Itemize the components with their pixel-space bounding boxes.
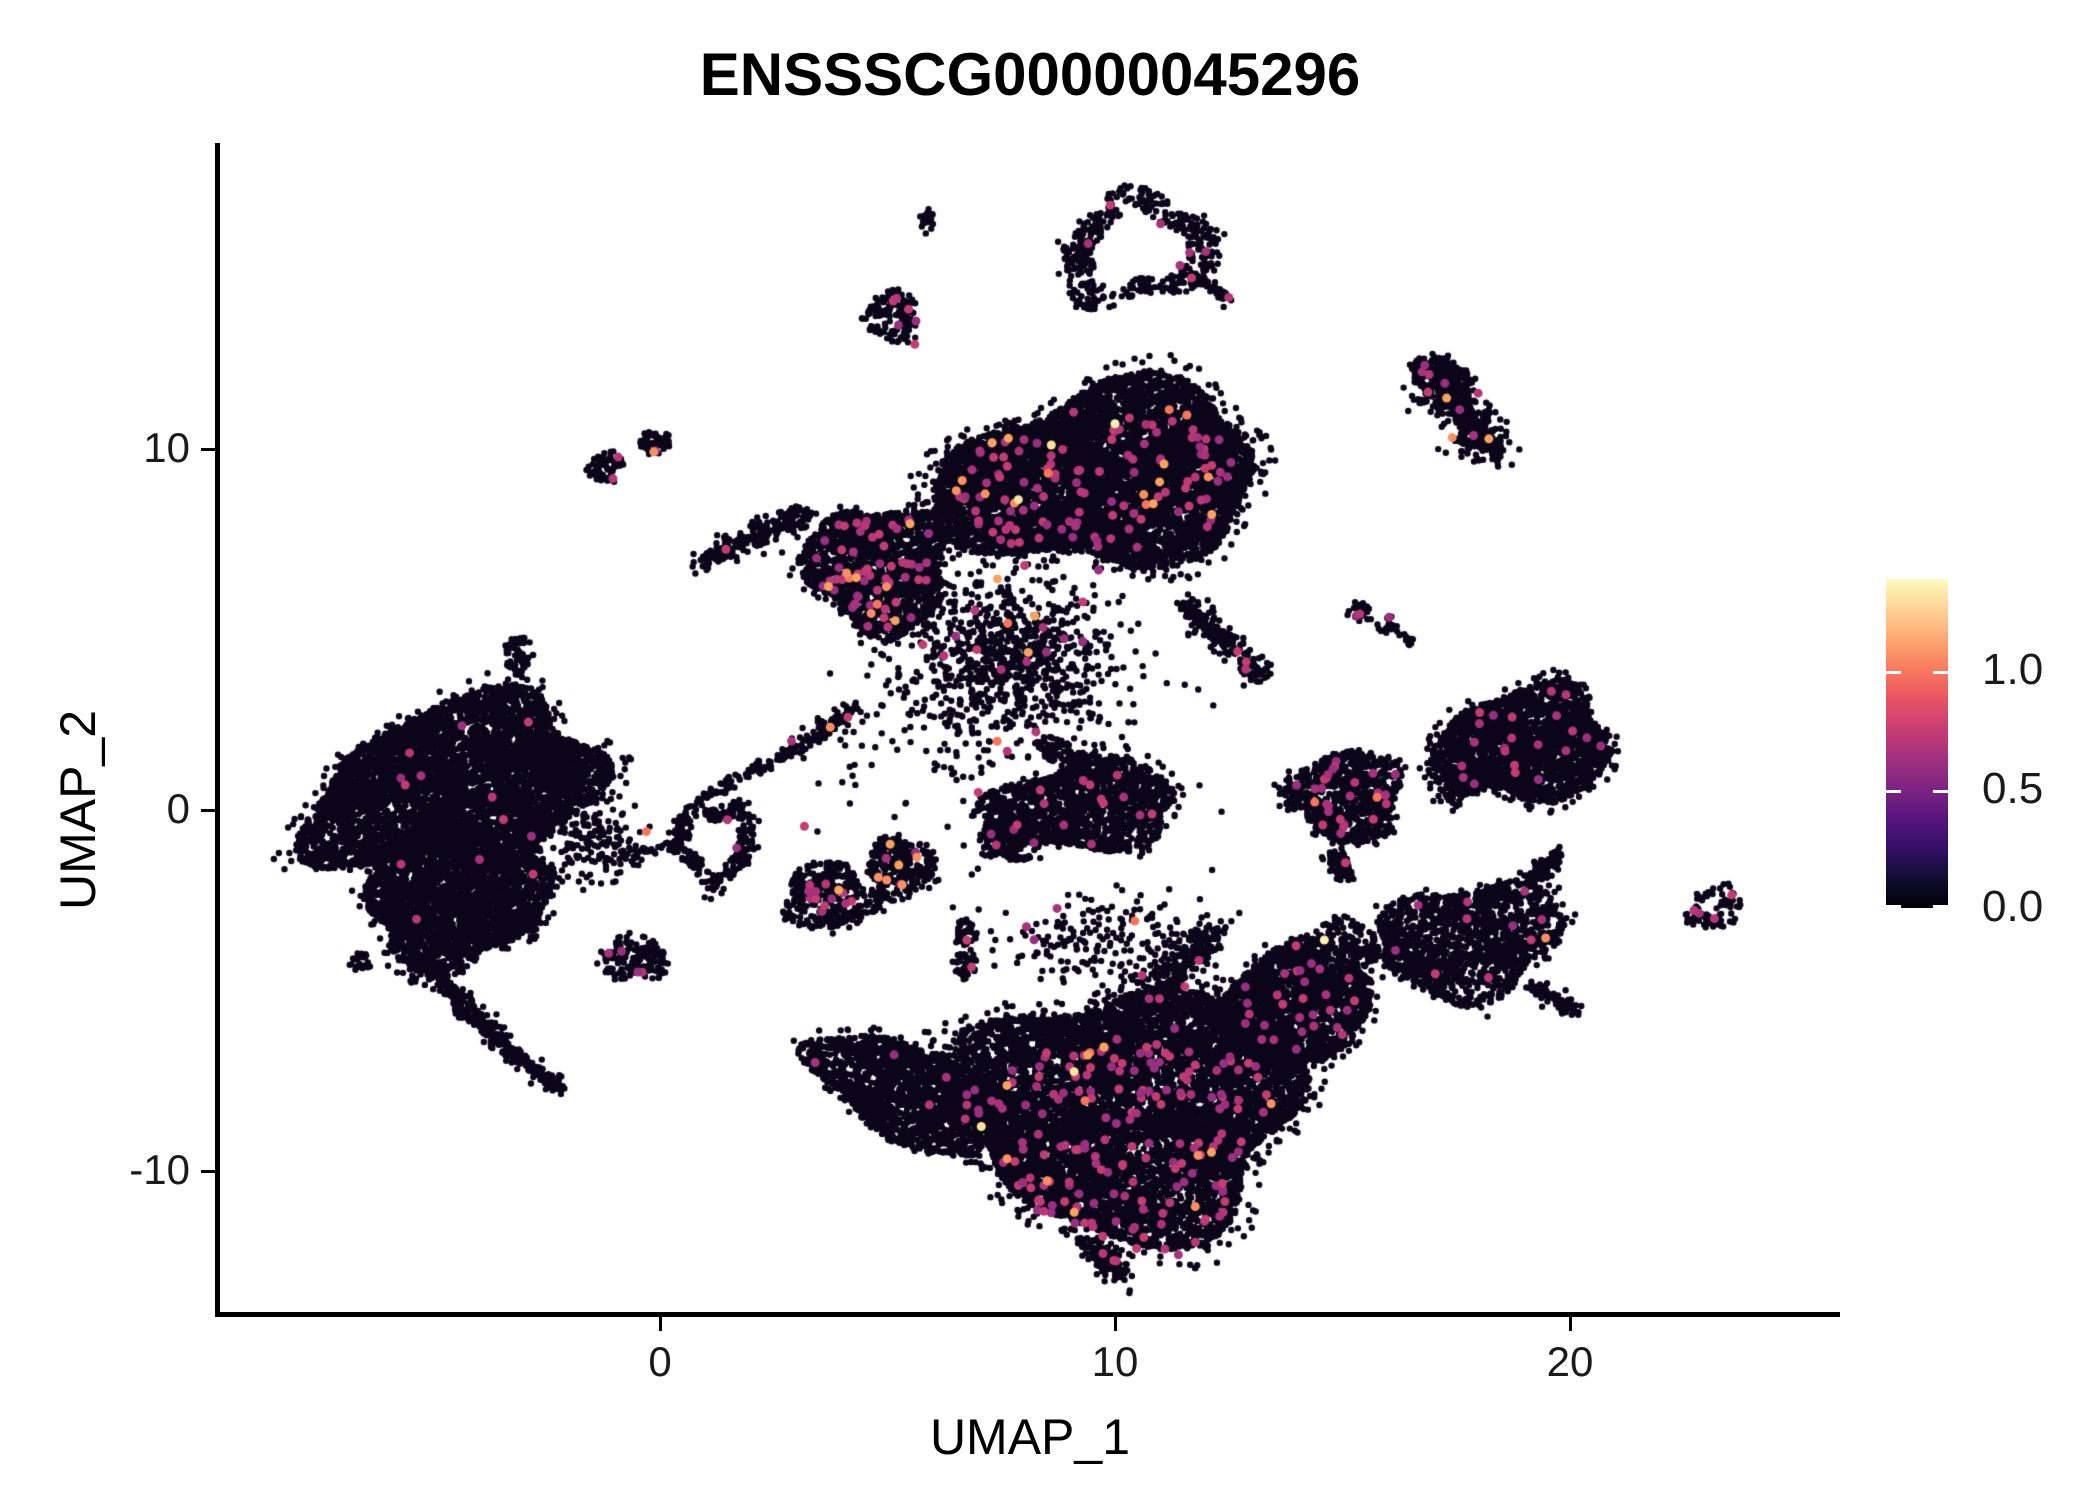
colorbar-tick-mark	[1886, 789, 1901, 793]
colorbar-tick-label: 1.0	[1982, 645, 2044, 695]
x-tick-mark	[1113, 1317, 1117, 1331]
x-tick-mark	[1568, 1317, 1572, 1331]
colorbar-tick-mark	[1886, 671, 1901, 675]
colorbar-tick-mark	[1933, 671, 1948, 675]
plot-title: ENSSSCG00000045296	[699, 41, 1361, 108]
y-tick-label: -10	[129, 1146, 190, 1193]
y-tick-label: 0	[166, 785, 190, 832]
y-axis-line	[215, 143, 220, 1316]
y-axis-title: UMAP_2	[50, 709, 106, 911]
y-tick-mark	[201, 808, 215, 812]
colorbar-tick-mark	[1933, 789, 1948, 793]
y-tick-label: 10	[143, 424, 190, 471]
colorbar-gradient	[1886, 579, 1948, 908]
x-axis-title: UMAP_1	[929, 1409, 1131, 1465]
x-tick-label: 0	[648, 1338, 672, 1385]
x-tick-label: 20	[1546, 1338, 1594, 1385]
colorbar-tick-label: 0.5	[1982, 763, 2044, 813]
colorbar-tick-mark	[1886, 905, 1901, 908]
x-axis-line	[215, 1312, 1840, 1317]
colorbar-tick-mark	[1933, 905, 1948, 908]
y-tick-mark	[201, 447, 215, 451]
x-tick-label: 10	[1091, 1338, 1139, 1385]
y-tick-mark	[201, 1169, 215, 1173]
x-tick-mark	[658, 1317, 662, 1331]
colorbar-tick-label: 0.0	[1982, 882, 2044, 931]
